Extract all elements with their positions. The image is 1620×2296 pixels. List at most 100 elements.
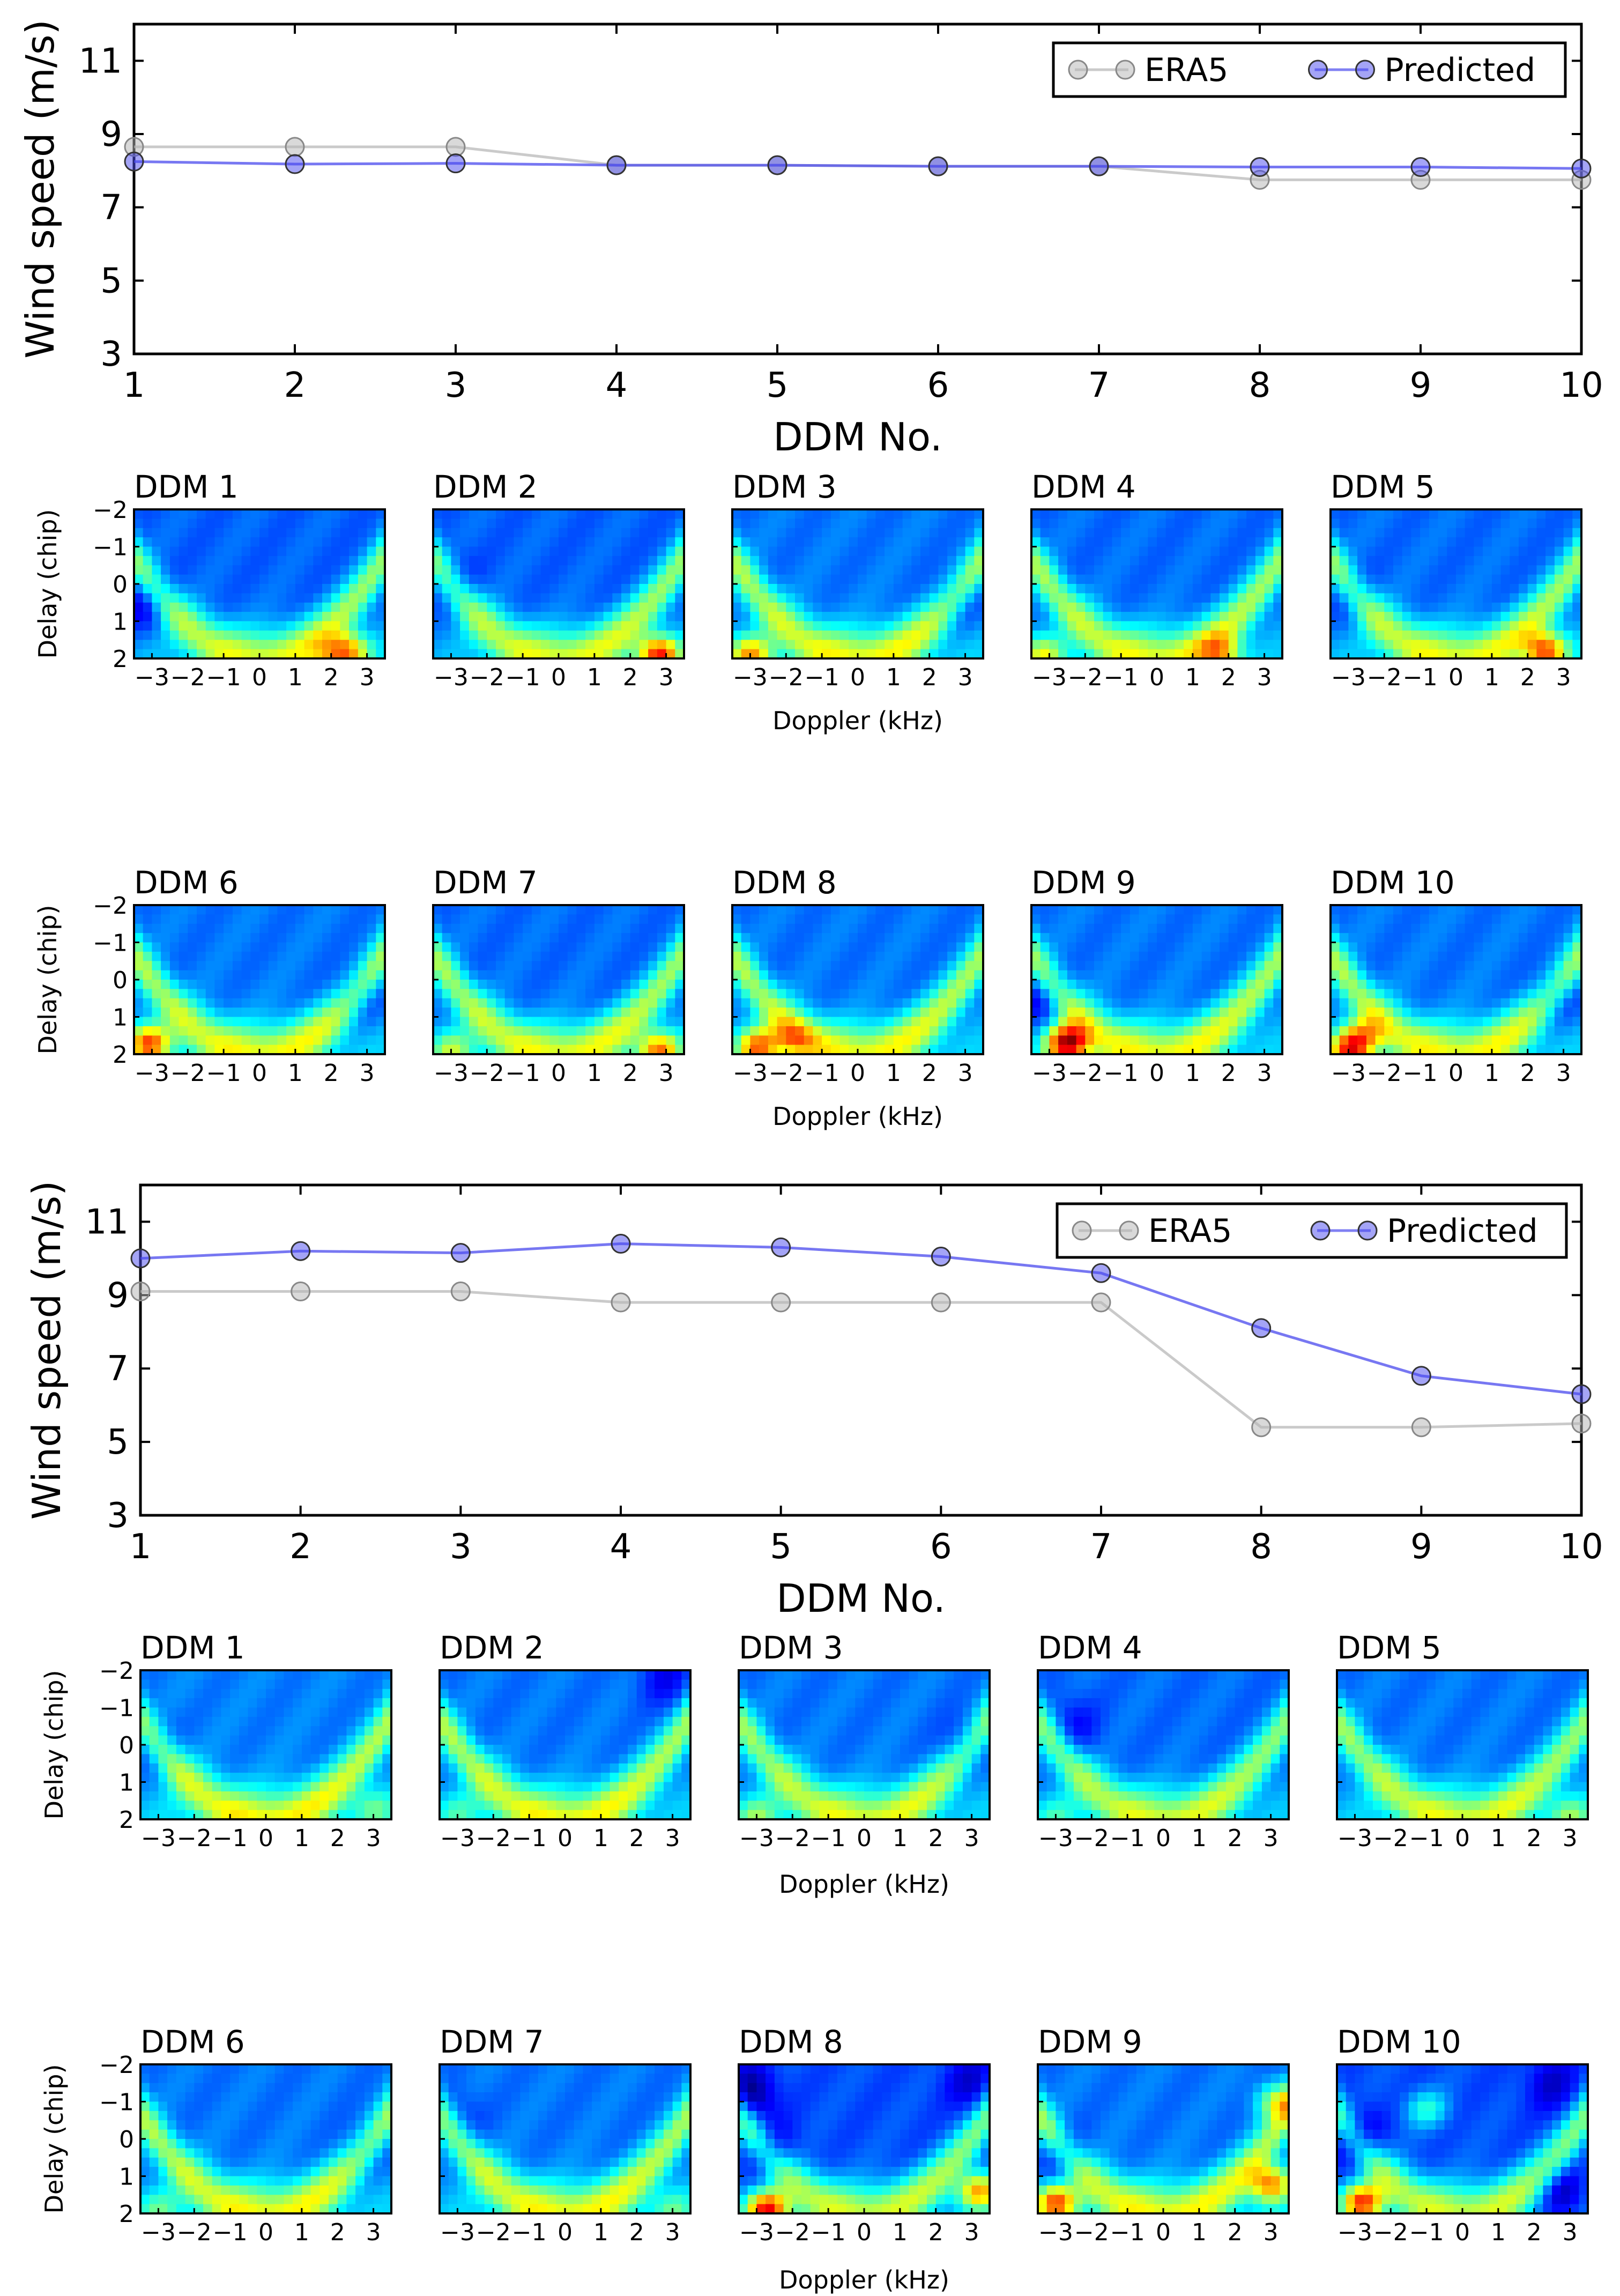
heatmap-cell — [1366, 565, 1376, 575]
heatmap-cell — [1129, 1017, 1140, 1027]
heatmap-cell — [1220, 602, 1229, 612]
heatmap-cell — [830, 970, 841, 980]
heatmap-cell — [197, 923, 206, 934]
heatmap-cell — [576, 1035, 586, 1046]
heatmap-cell — [1237, 612, 1247, 622]
heatmap-cell — [849, 1017, 858, 1027]
heatmap-cell — [786, 1026, 796, 1036]
heatmap-cell — [1255, 574, 1265, 584]
heatmap-cell — [1076, 621, 1086, 631]
ddm-x-tick-label: −3 — [135, 1060, 169, 1087]
heatmap-cell — [496, 970, 506, 980]
heatmap-cell — [1384, 989, 1394, 999]
heatmap-cell — [1148, 640, 1157, 650]
heatmap-cell — [504, 951, 515, 962]
heatmap-cell — [849, 593, 858, 603]
heatmap-cell — [657, 1045, 667, 1055]
heatmap-cell — [1375, 602, 1385, 612]
heatmap-cell — [1220, 923, 1229, 934]
heatmap-cell — [322, 1017, 332, 1027]
heatmap-cell — [974, 989, 984, 999]
heatmap-cell — [630, 519, 640, 529]
heatmap-cell — [451, 612, 460, 622]
heatmap-cell — [1273, 914, 1283, 924]
heatmap-cell — [1049, 612, 1059, 622]
heatmap-cell — [188, 998, 197, 1008]
heatmap-cell — [1228, 1045, 1238, 1055]
heatmap-cell — [1148, 509, 1157, 520]
heatmap-cell — [768, 565, 778, 575]
heatmap-cell — [531, 528, 541, 538]
heatmap-cell — [1264, 989, 1274, 999]
heatmap-cell — [1420, 914, 1430, 924]
heatmap-cell — [768, 509, 778, 520]
heatmap-cell — [1536, 1026, 1546, 1036]
heatmap-cell — [902, 649, 912, 659]
heatmap-cell — [759, 980, 769, 990]
heatmap-cell — [621, 528, 631, 538]
ddm-x-tick-label: 1 — [1484, 664, 1499, 691]
heatmap-cell — [1210, 1035, 1220, 1046]
heatmap-cell — [277, 509, 287, 520]
heatmap-cell — [1201, 565, 1212, 575]
heatmap-cell — [1148, 989, 1157, 999]
heatmap-cell — [1411, 942, 1421, 952]
heatmap-cell — [1255, 1035, 1265, 1046]
heatmap-cell — [286, 630, 296, 641]
heatmap-cell — [1519, 509, 1528, 520]
heatmap-cell — [1447, 989, 1456, 999]
heatmap-cell — [1237, 630, 1247, 641]
heatmap-cell — [358, 565, 368, 575]
heatmap-cell — [224, 509, 233, 520]
heatmap-cell — [938, 519, 948, 529]
heatmap-cell — [1456, 519, 1466, 529]
heatmap-cell — [630, 593, 640, 603]
heatmap-cell — [322, 630, 332, 641]
heatmap-cell — [1411, 612, 1421, 622]
heatmap-cell — [813, 980, 822, 990]
heatmap-cell — [1264, 584, 1274, 594]
heatmap-cell — [1112, 998, 1121, 1008]
legend: ERA5 Predicted — [1056, 1202, 1568, 1259]
ddm-y-tick-label: 1 — [113, 1004, 128, 1032]
heatmap-cell — [639, 914, 649, 924]
heatmap-cell — [1411, 574, 1421, 584]
heatmap-cell — [549, 593, 559, 603]
heatmap-cell — [1201, 574, 1212, 584]
heatmap-cell — [161, 565, 170, 575]
heatmap-cell — [1246, 565, 1256, 575]
heatmap-cell — [786, 942, 796, 952]
heatmap-cell — [1384, 602, 1394, 612]
heatmap-cell — [849, 649, 858, 659]
heatmap-cell — [1157, 1008, 1166, 1018]
heatmap-cell — [576, 649, 586, 659]
heatmap-cell — [1500, 546, 1511, 557]
heatmap-cell — [893, 914, 903, 924]
heatmap-cell — [1085, 961, 1095, 971]
heatmap-cell — [947, 980, 957, 990]
heatmap-cell — [1510, 640, 1519, 650]
heatmap-cell — [938, 612, 948, 622]
heatmap-cell — [911, 1035, 921, 1046]
heatmap-cell — [469, 1017, 479, 1027]
heatmap-cell — [185, 1679, 195, 1690]
heatmap-cell — [329, 1688, 338, 1699]
heatmap-cell — [214, 528, 224, 538]
heatmap-cell — [849, 1035, 858, 1046]
heatmap-cell — [594, 649, 604, 659]
heatmap-cell — [188, 1035, 197, 1046]
heatmap-cell — [194, 1670, 204, 1680]
heatmap-cell — [585, 914, 595, 924]
heatmap-cell — [433, 970, 443, 980]
heatmap-cell — [460, 602, 470, 612]
heatmap-cell — [1201, 602, 1212, 612]
heatmap-cell — [893, 630, 903, 641]
heatmap-cell — [1563, 1045, 1573, 1055]
heatmap-cell — [1420, 630, 1430, 641]
heatmap-cell — [478, 612, 488, 622]
heatmap-cell — [1429, 528, 1439, 538]
heatmap-cell — [322, 602, 332, 612]
heatmap-cell — [603, 1035, 613, 1046]
heatmap-cell — [1201, 923, 1212, 934]
heatmap-cell — [1411, 621, 1421, 631]
